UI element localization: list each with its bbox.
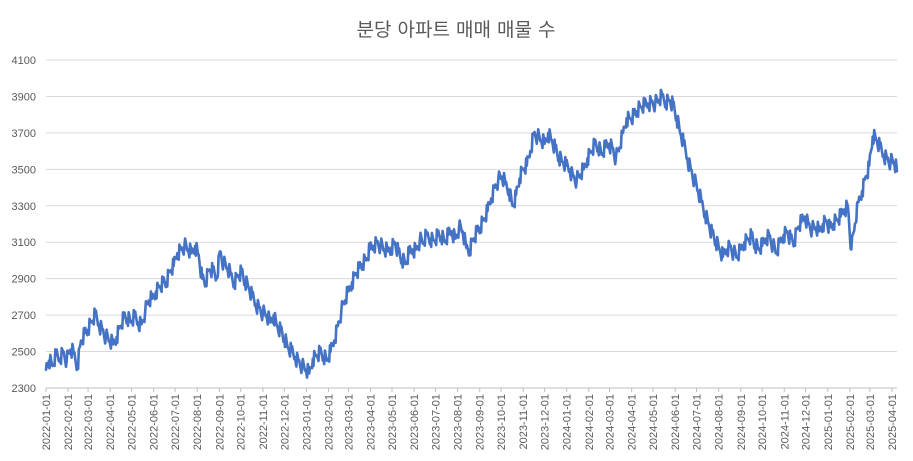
x-tick-label: 2024-04-01: [627, 394, 639, 450]
x-tick-label: 2022-01-01: [41, 394, 53, 450]
x-tick-label: 2022-05-01: [127, 394, 139, 450]
x-tick-label: 2024-01-01: [562, 394, 574, 450]
x-axis-ticks: 2022-01-01 2022-02-01 2022-03-01 2022-04-01…: [41, 388, 899, 450]
x-tick-label: 2024-11-01: [779, 394, 791, 449]
x-tick-label: 2022-06-01: [149, 394, 161, 450]
x-tick-label: 2022-10-01: [236, 394, 248, 450]
x-tick-label: 2023-07-01: [430, 394, 442, 450]
x-tick-label: 2023-04-01: [366, 394, 378, 450]
x-tick-label: 2025-04-01: [887, 394, 899, 450]
y-tick-label: 4100: [12, 55, 36, 67]
x-tick-label: 2024-03-01: [605, 394, 617, 450]
x-tick-label: 2022-11-01: [258, 394, 270, 449]
x-tick-label: 2022-07-01: [170, 394, 182, 450]
x-tick-label: 2022-03-01: [83, 394, 95, 450]
y-axis-ticks: 2300 2500 2700 2900 3100 3300 3500 3700 3900 4100: [12, 55, 36, 395]
y-tick-label: 3900: [12, 91, 36, 103]
gridlines: [46, 59, 897, 353]
y-tick-label: 2300: [12, 383, 36, 395]
y-tick-label: 2700: [12, 310, 36, 322]
x-tick-label: 2024-08-01: [714, 394, 726, 450]
x-tick-label: 2022-04-01: [105, 394, 117, 450]
x-tick-label: 2024-02-01: [584, 394, 596, 450]
x-tick-label: 2024-09-01: [736, 394, 748, 450]
x-tick-label: 2023-10-01: [496, 394, 508, 450]
y-tick-label: 2500: [12, 347, 36, 359]
x-tick-label: 2025-03-01: [865, 394, 877, 450]
x-tick-label: 2023-03-01: [343, 394, 355, 450]
x-tick-label: 2023-12-01: [540, 394, 552, 450]
x-tick-label: 2024-10-01: [757, 394, 769, 450]
y-tick-label: 3100: [12, 237, 36, 249]
x-tick-label: 2022-02-01: [63, 394, 75, 450]
series-layer: [44, 88, 899, 379]
x-tick-label: 2022-08-01: [192, 394, 204, 450]
y-tick-label: 3300: [12, 201, 36, 213]
x-tick-label: 2023-08-01: [453, 394, 465, 450]
x-tick-label: 2024-05-01: [648, 394, 660, 450]
x-tick-label: 2024-07-01: [692, 394, 704, 450]
x-tick-label: 2023-05-01: [387, 394, 399, 450]
x-tick-label: 2024-12-01: [801, 394, 813, 450]
x-tick-label: 2023-01-01: [301, 394, 313, 450]
x-tick-label: 2023-02-01: [323, 394, 335, 450]
x-tick-label: 2023-11-01: [518, 394, 530, 449]
x-tick-label: 2025-02-01: [845, 394, 857, 450]
y-tick-label: 3700: [12, 128, 36, 140]
x-tick-label: 2022-09-01: [214, 394, 226, 450]
chart-title: 분당 아파트 매매 매물 수: [357, 19, 556, 41]
x-tick-label: 2024-06-01: [670, 394, 682, 450]
series-line-0: [44, 88, 899, 379]
x-tick-label: 2025-01-01: [823, 394, 835, 450]
y-tick-label: 3500: [12, 164, 36, 176]
x-tick-label: 2022-12-01: [279, 394, 291, 450]
x-tick-label: 2023-09-01: [475, 394, 487, 450]
x-tick-label: 2023-06-01: [409, 394, 421, 450]
y-tick-label: 2900: [12, 274, 36, 286]
